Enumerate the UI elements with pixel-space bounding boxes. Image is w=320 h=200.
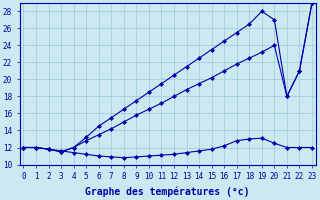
- X-axis label: Graphe des températures (°c): Graphe des températures (°c): [85, 187, 250, 197]
